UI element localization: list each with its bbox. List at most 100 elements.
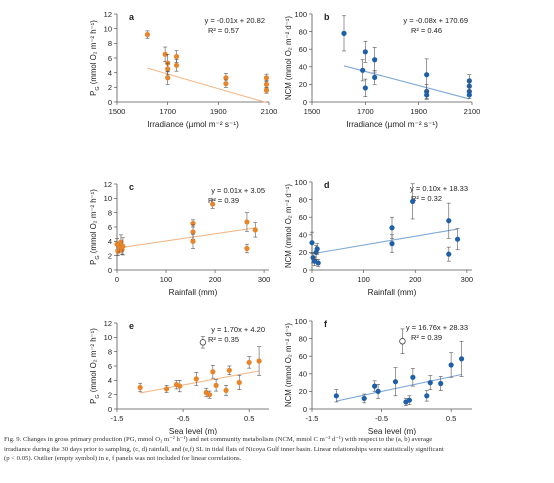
data-point — [223, 81, 229, 87]
y-tick-label: 100 — [294, 178, 307, 187]
y-tick-label: 10 — [104, 194, 112, 203]
data-point — [314, 246, 320, 252]
y-tick-label: 6 — [108, 54, 112, 63]
data-point — [315, 260, 321, 266]
y-tick-label: 0 — [108, 266, 112, 275]
x-axis-label: Sea level (m) — [169, 427, 218, 435]
data-point — [226, 367, 232, 373]
caption-line-3: (p < 0.05). Outlier (empty symbol) in e,… — [4, 455, 242, 463]
x-tick-label: -0.5 — [375, 414, 388, 423]
regression-line — [140, 370, 260, 394]
panel-c: 0 2 4 6 8 10 12 0 100 200 300 Rainfall (mm) PG (mmol… — [89, 180, 270, 297]
caption-line-2: irradiance during the 30 days prior to s… — [4, 445, 444, 453]
x-tick-label: 200 — [409, 275, 422, 284]
y-tick-label: 80 — [299, 27, 307, 36]
data-point — [392, 379, 399, 385]
y-tick-label: 12 — [104, 10, 112, 19]
y-tick-label: 40 — [299, 231, 307, 240]
y-tick-label: 2 — [108, 83, 112, 92]
x-tick-label: 2100 — [261, 107, 278, 116]
data-point — [210, 369, 216, 375]
y-axis-label: PG (mmol O₂ m⁻² h⁻¹) — [89, 328, 101, 404]
regression-equation: y = -0.01x + 20.82 — [205, 16, 265, 25]
regression-line — [311, 228, 458, 255]
x-tick-label: 1500 — [304, 107, 321, 116]
data-point — [177, 383, 183, 389]
data-point — [427, 380, 433, 386]
y-tick-label: 8 — [108, 347, 112, 356]
y-tick-label: 20 — [299, 80, 307, 89]
x-tick-label: 1700 — [357, 107, 374, 116]
data-point — [244, 219, 250, 225]
regression-line — [147, 67, 267, 104]
data-point — [424, 72, 430, 78]
panel-e: 0 2 4 6 8 10 12 -1.5 -0.5 0.5 Sea level (m) PG (mmo… — [89, 319, 269, 435]
regression-line — [116, 227, 256, 249]
y-tick-label: 4 — [108, 376, 112, 385]
data-point — [375, 388, 381, 394]
data-point — [341, 30, 347, 36]
y-tick-label: 6 — [108, 223, 112, 232]
x-axis-label: Irradiance (µmol m⁻² s⁻¹) — [346, 120, 438, 129]
data-point — [309, 240, 315, 246]
y-tick-label: 2 — [108, 390, 112, 399]
y-tick-label: 60 — [299, 352, 307, 361]
data-point — [263, 75, 270, 81]
regression-equation: y = 16.76x + 28.33 — [406, 323, 468, 332]
x-tick-label: -1.5 — [306, 414, 319, 423]
y-tick-label: 4 — [108, 237, 112, 246]
panel-letter: c — [129, 182, 134, 192]
x-tick-label: 100 — [357, 275, 370, 284]
y-tick-label: 0 — [108, 405, 112, 414]
x-axis-label: Rainfall (mm) — [169, 288, 218, 297]
data-point — [173, 53, 180, 60]
panel-letter: f — [324, 319, 328, 329]
data-point — [173, 62, 180, 68]
data-point — [360, 67, 366, 73]
r-squared-label: R² = 0.39 — [411, 333, 442, 342]
data-point — [246, 359, 252, 366]
y-tick-label: 80 — [299, 334, 307, 343]
data-point — [165, 75, 171, 81]
r-squared-label: R² = 0.35 — [208, 335, 239, 344]
x-tick-label: 300 — [461, 275, 474, 284]
data-point — [389, 225, 395, 231]
y-axis-label: NCM (mmol O₂ m⁻² d⁻¹) — [284, 184, 293, 268]
x-tick-label: 1700 — [159, 107, 176, 116]
y-tick-label: 0 — [303, 266, 307, 275]
y-tick-label: 0 — [108, 98, 112, 107]
data-point — [236, 379, 242, 386]
data-point — [446, 251, 452, 257]
y-tick-label: 100 — [294, 317, 307, 326]
x-tick-label: 300 — [258, 275, 271, 284]
panel-letter: b — [324, 12, 330, 22]
r-squared-label: R² = 0.39 — [208, 196, 239, 205]
y-tick-label: 10 — [104, 333, 112, 342]
x-tick-label: 1500 — [109, 107, 126, 116]
panel-d: 0 20 40 60 80 100 0 100 200 300 Rainfall (mm) NCM (… — [284, 178, 473, 297]
y-tick-label: 6 — [108, 362, 112, 371]
r-squared-label: R² = 0.32 — [411, 194, 442, 203]
x-tick-label: 2100 — [464, 107, 481, 116]
data-point — [165, 66, 171, 72]
x-axis-label: Rainfall (mm) — [368, 288, 417, 297]
y-tick-label: 40 — [299, 370, 307, 379]
y-tick-label: 8 — [108, 39, 112, 48]
regression-equation: y = 0.01x + 3.05 — [211, 186, 265, 195]
panel-letter: d — [324, 180, 330, 190]
y-tick-label: 0 — [303, 405, 307, 414]
x-axis-label: Irradiance (µmol m⁻² s⁻¹) — [147, 120, 239, 129]
data-point — [458, 356, 465, 362]
y-axis-label: NCM (mmol O₂ m⁻² d⁻¹) — [284, 16, 293, 100]
data-point — [206, 392, 213, 398]
data-point — [362, 85, 368, 91]
data-point — [406, 397, 412, 403]
x-tick-label: 1900 — [210, 107, 227, 116]
panel-a: 0 2 4 6 8 10 12 1500 1700 1900 2100 Irradiance (µmo… — [89, 10, 277, 129]
data-point — [190, 238, 196, 244]
x-axis-label: Sea level (m) — [368, 427, 417, 435]
y-tick-label: 80 — [299, 195, 307, 204]
panel-letter: e — [129, 321, 134, 331]
data-point — [446, 218, 452, 224]
